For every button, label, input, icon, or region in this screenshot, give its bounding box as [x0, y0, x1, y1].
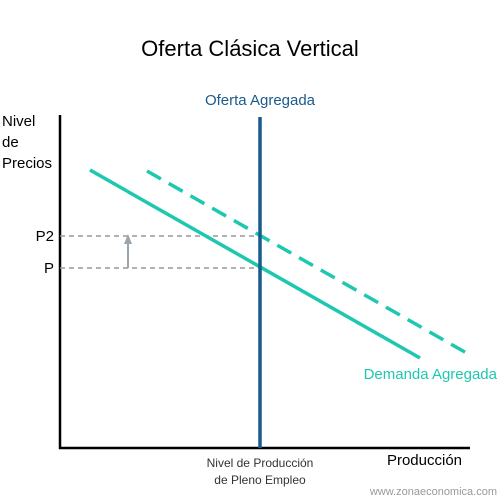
- demand-curve: [89, 168, 421, 360]
- price-label: P2: [36, 228, 54, 245]
- y-axis-label: de: [2, 134, 19, 151]
- y-axis-label: Precios: [2, 155, 52, 172]
- price-label: P: [44, 260, 54, 277]
- y-axis-label: Nivel: [2, 113, 35, 130]
- full-employment-label: Nivel de Producción: [207, 456, 314, 470]
- watermark: www.zonaeconomica.com: [369, 486, 497, 498]
- title: Oferta Clásica Vertical: [141, 36, 359, 61]
- demand-shifted: [146, 169, 471, 357]
- x-axis-label: Producción: [387, 452, 462, 469]
- demand-label: Demanda Agregada: [364, 366, 498, 383]
- full-employment-label: de Pleno Empleo: [214, 473, 306, 487]
- supply-label: Oferta Agregada: [205, 92, 316, 109]
- shift-arrow-head: [124, 234, 132, 244]
